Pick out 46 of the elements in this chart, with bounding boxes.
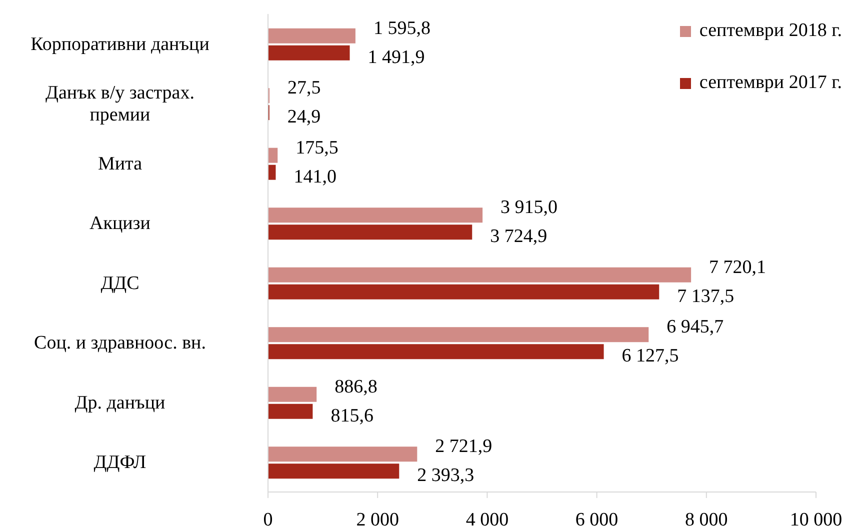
x-tick-label: 0	[263, 509, 273, 530]
data-label: 7 720,1	[709, 256, 766, 278]
bar	[268, 164, 276, 180]
data-label: 3 915,0	[500, 197, 558, 218]
bar	[268, 404, 313, 419]
legend-label: септември 2017 г.	[699, 72, 842, 94]
data-label: 2 393,3	[417, 465, 474, 486]
x-tick-label: 4 000	[466, 509, 509, 530]
data-label: 27,5	[288, 78, 321, 99]
x-tick-label: 2 000	[356, 509, 399, 530]
y-tick-label: Данък в/у застрах. премии	[46, 82, 194, 126]
y-tick-label: ДДФЛ	[94, 452, 146, 474]
x-tick-label: 8 000	[685, 509, 728, 530]
y-tick-label: ДДС	[100, 272, 140, 294]
data-label: 7 137,5	[677, 286, 734, 307]
bar	[268, 208, 483, 223]
bar	[268, 344, 604, 360]
bar	[268, 45, 350, 60]
y-tick-label: Соц. и здравноос. вн.	[34, 332, 206, 354]
bar	[268, 148, 278, 163]
bar	[268, 386, 317, 402]
data-label: 1 595,8	[373, 18, 430, 39]
bar	[268, 446, 418, 462]
data-label: 141,0	[294, 166, 336, 188]
bar	[268, 267, 692, 282]
data-label: 815,6	[330, 405, 374, 426]
x-tick-label: 10 000	[790, 509, 842, 530]
y-tick-label: Акцизи	[90, 213, 150, 234]
data-label: 886,8	[334, 376, 378, 398]
x-tick-label: 6 000	[575, 509, 618, 530]
bar	[268, 327, 649, 342]
y-tick-label: Др. данъци	[74, 392, 166, 414]
bar	[268, 464, 400, 479]
bar	[268, 224, 472, 240]
data-label: 3 724,9	[490, 226, 548, 248]
data-label: 175,5	[296, 137, 338, 158]
y-tick-label: Мита	[98, 153, 143, 174]
data-label: 1 491,9	[368, 46, 425, 68]
data-label: 6 127,5	[622, 346, 679, 367]
y-tick-label: Корпоративни данъци	[30, 34, 210, 55]
data-label: 6 945,7	[666, 316, 724, 338]
bar	[268, 284, 660, 300]
bar	[268, 28, 356, 44]
legend-label: септември 2018 г.	[699, 20, 842, 42]
data-label: 24,9	[287, 106, 321, 128]
data-label: 2 721,9	[435, 436, 492, 458]
